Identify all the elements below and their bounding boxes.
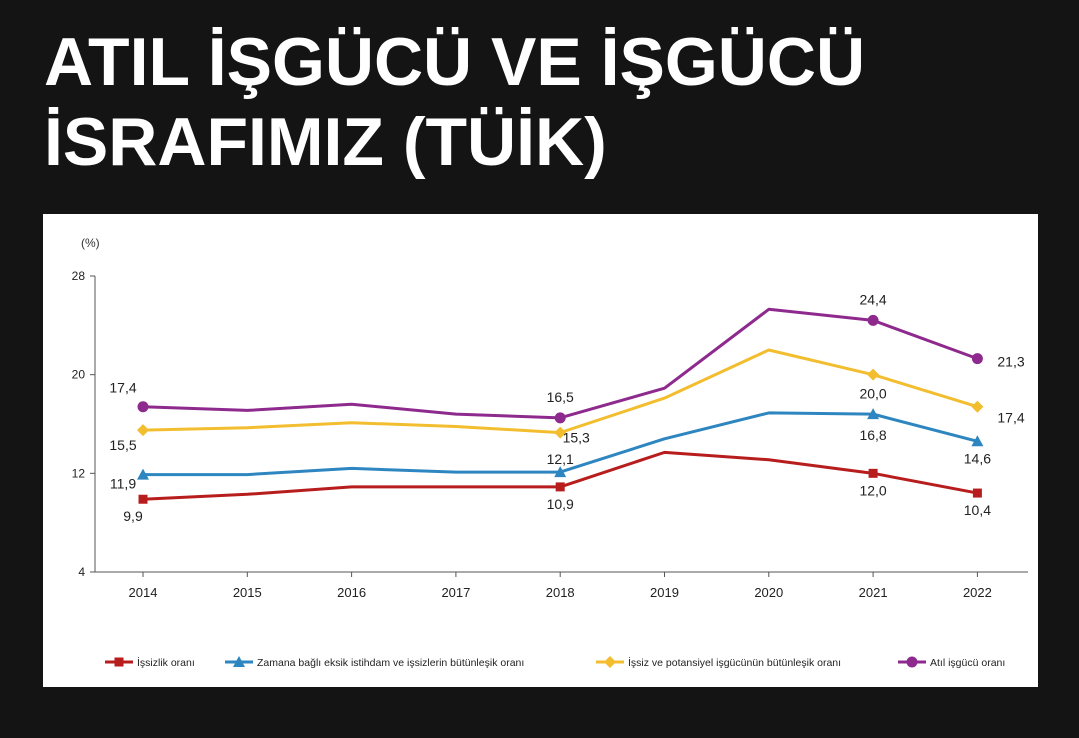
x-tick-label: 2018 xyxy=(546,585,575,600)
data-point-marker xyxy=(971,435,984,447)
data-point-marker xyxy=(971,353,983,365)
x-tick-label: 2021 xyxy=(859,585,888,600)
headline-line-2: İSRAFIMIZ (TÜİK) xyxy=(44,104,607,180)
x-tick-label: 2022 xyxy=(963,585,992,600)
data-label: 12,0 xyxy=(859,482,886,498)
data-label: 12,1 xyxy=(547,451,574,467)
data-point-marker xyxy=(137,401,149,413)
legend-label: Atıl işgücü oranı xyxy=(930,657,1005,669)
legend-label: İşsiz ve potansiyel işgücünün bütünleşik… xyxy=(628,656,841,669)
legend-swatch-marker xyxy=(233,656,245,667)
data-point-marker xyxy=(554,426,567,439)
y-tick-label: 4 xyxy=(78,565,85,579)
line-chart: (%) 4 12 20 28 2014 2015 2016 2017 2018 2019 2020 20… xyxy=(72,236,1028,669)
legend-swatch-marker xyxy=(114,657,124,667)
data-point-marker xyxy=(138,494,148,504)
data-point-marker xyxy=(555,482,565,492)
data-label: 15,5 xyxy=(109,437,136,453)
y-tick-label: 28 xyxy=(72,269,86,283)
data-label: 10,4 xyxy=(964,502,991,518)
x-tick-label: 2015 xyxy=(233,585,262,600)
data-point-marker xyxy=(554,466,567,478)
data-label: 14,6 xyxy=(964,450,991,466)
y-unit-label: (%) xyxy=(81,236,100,250)
legend-label: İşsizlik oranı xyxy=(137,656,195,669)
data-point-marker xyxy=(867,408,880,420)
legend-label: Zamana bağlı eksik istihdam ve işsizleri… xyxy=(257,657,524,669)
data-label: 16,8 xyxy=(859,427,886,443)
y-tick-label: 12 xyxy=(72,466,86,480)
data-label: 21,3 xyxy=(997,354,1024,370)
y-tick-label: 20 xyxy=(72,368,86,382)
data-label: 9,9 xyxy=(123,508,143,524)
data-label: 17,4 xyxy=(997,410,1024,426)
data-label: 24,4 xyxy=(859,291,886,307)
x-tick-label: 2019 xyxy=(650,585,679,600)
data-point-marker xyxy=(972,488,982,498)
chart-panel: (%) 4 12 20 28 2014 2015 2016 2017 2018 2019 2020 20… xyxy=(43,214,1038,687)
data-label: 15,3 xyxy=(563,430,590,446)
headline-line-1: ATIL İŞGÜCÜ VE İŞGÜCÜ xyxy=(44,24,866,100)
x-tick-label: 2016 xyxy=(337,585,366,600)
legend-swatch-marker xyxy=(604,656,616,668)
data-point-marker xyxy=(868,468,878,478)
data-label: 11,9 xyxy=(110,476,136,492)
data-point-marker xyxy=(554,412,566,424)
data-point-marker xyxy=(867,368,880,381)
data-label: 16,5 xyxy=(547,389,574,405)
data-point-marker xyxy=(137,468,149,480)
data-point-marker xyxy=(137,424,149,437)
data-label: 20,0 xyxy=(859,386,886,402)
data-point-marker xyxy=(867,314,879,326)
x-tick-label: 2020 xyxy=(754,585,783,600)
x-tick-label: 2017 xyxy=(441,585,470,600)
data-label: 17,4 xyxy=(109,380,136,396)
data-label: 10,9 xyxy=(547,496,574,512)
data-point-marker xyxy=(971,400,984,413)
headline: ATIL İŞGÜCÜ VE İŞGÜCÜ İSRAFIMIZ (TÜİK) xyxy=(44,22,1044,182)
legend-swatch-marker xyxy=(906,656,918,668)
x-tick-label: 2014 xyxy=(129,585,158,600)
